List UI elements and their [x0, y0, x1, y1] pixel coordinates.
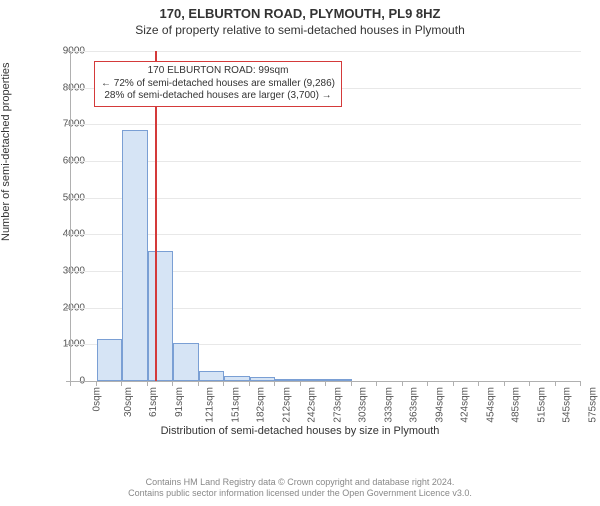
x-tick-label: 242sqm	[307, 387, 318, 423]
histogram-bar	[173, 343, 199, 382]
x-tick-label: 212sqm	[281, 387, 292, 423]
x-axis-label: Distribution of semi-detached houses by …	[0, 425, 600, 437]
x-tick-label: 303sqm	[358, 387, 369, 423]
grid-line	[71, 234, 581, 235]
footer-line-1: Contains HM Land Registry data © Crown c…	[0, 477, 600, 489]
footer: Contains HM Land Registry data © Crown c…	[0, 477, 600, 500]
y-axis-label: Number of semi-detached properties	[0, 62, 12, 241]
grid-line	[71, 124, 581, 125]
annotation-box: 170 ELBURTON ROAD: 99sqm ← 72% of semi-d…	[94, 61, 342, 107]
x-tick-label: 333sqm	[383, 387, 394, 423]
title-sub: Size of property relative to semi-detach…	[0, 23, 600, 37]
annotation-line-1: 170 ELBURTON ROAD: 99sqm	[101, 65, 335, 78]
title-main: 170, ELBURTON ROAD, PLYMOUTH, PL9 8HZ	[0, 6, 600, 21]
histogram-bar	[250, 377, 276, 381]
x-tick-label: 91sqm	[174, 387, 185, 417]
grid-line	[71, 161, 581, 162]
chart-container: Number of semi-detached properties 01000…	[0, 41, 600, 441]
footer-line-2: Contains public sector information licen…	[0, 488, 600, 500]
grid-line	[71, 51, 581, 52]
histogram-bar	[148, 251, 174, 381]
x-tick-label: 182sqm	[256, 387, 267, 423]
x-tick-label: 61sqm	[148, 387, 159, 417]
x-tick-label: 545sqm	[562, 387, 573, 423]
x-tick-label: 424sqm	[460, 387, 471, 423]
x-tick-label: 515sqm	[536, 387, 547, 423]
x-tick-label: 454sqm	[485, 387, 496, 423]
histogram-bar	[301, 379, 327, 381]
histogram-bar	[199, 371, 225, 381]
histogram-bar	[122, 130, 148, 381]
grid-line	[71, 198, 581, 199]
x-tick-label: 273sqm	[332, 387, 343, 423]
x-tick-label: 394sqm	[434, 387, 445, 423]
annotation-line-3: 28% of semi-detached houses are larger (…	[101, 90, 335, 103]
x-tick-label: 30sqm	[123, 387, 134, 417]
histogram-bar	[275, 379, 301, 381]
x-tick-label: 575sqm	[587, 387, 598, 423]
histogram-bar	[97, 339, 123, 381]
x-tick-label: 151sqm	[230, 387, 241, 423]
histogram-bar	[224, 376, 250, 382]
x-tick-label: 485sqm	[511, 387, 522, 423]
x-tick-label: 121sqm	[205, 387, 216, 423]
histogram-bar	[326, 379, 352, 381]
annotation-line-2: ← 72% of semi-detached houses are smalle…	[101, 78, 335, 91]
x-tick-label: 363sqm	[409, 387, 420, 423]
x-tick-label: 0sqm	[91, 387, 102, 411]
